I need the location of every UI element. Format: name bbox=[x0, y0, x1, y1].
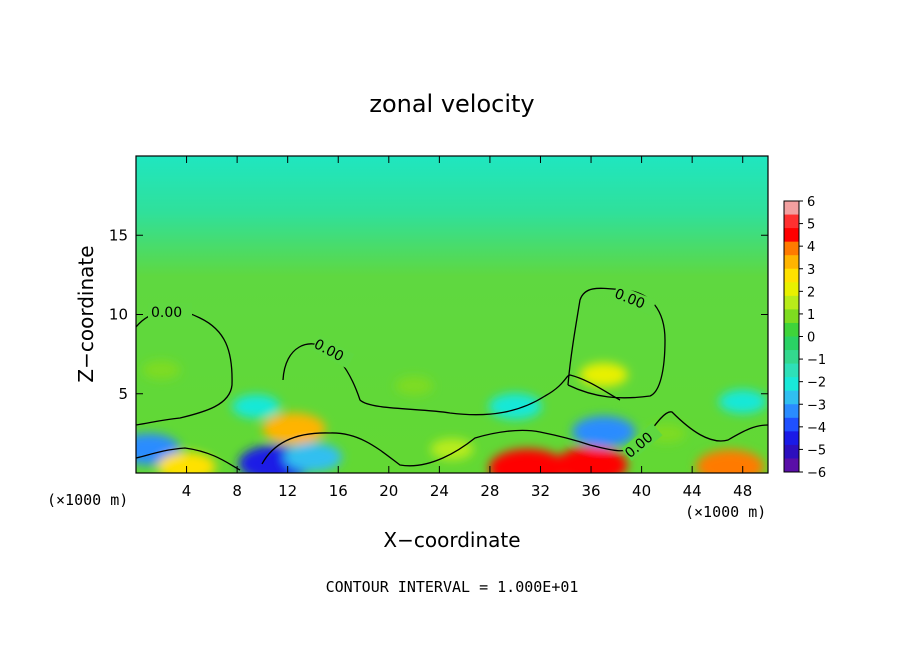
y-tick-label-15: 15 bbox=[109, 226, 128, 244]
colorbar-label-6: 1 bbox=[807, 308, 815, 323]
colorbar-label-9: −2 bbox=[807, 376, 826, 391]
contour-interval-footer: CONTOUR INTERVAL = 1.000E+01 bbox=[326, 578, 579, 596]
anomaly-13 bbox=[232, 394, 281, 419]
x-tick-label-48: 48 bbox=[733, 482, 752, 500]
x-tick-label-36: 36 bbox=[581, 482, 600, 500]
colorbar-label-13: −6 bbox=[807, 466, 826, 481]
y-axis: 5 10 15 bbox=[109, 226, 768, 403]
x-tick-label-20: 20 bbox=[379, 482, 398, 500]
colorbar-label-8: −1 bbox=[807, 353, 826, 368]
anomaly-14 bbox=[395, 376, 434, 396]
x-tick-label-16: 16 bbox=[329, 482, 348, 500]
heatmap-anomalies bbox=[136, 360, 767, 473]
colorbar-label-2: 5 bbox=[807, 218, 815, 233]
colorbar-swatch-12 bbox=[784, 350, 799, 365]
x-tick-label-8: 8 bbox=[232, 482, 242, 500]
colorbar: 6 5 4 3 2 1 0 −1 −2 −3 −4 −5 −6 bbox=[783, 195, 826, 481]
colorbar-label-1: 6 bbox=[807, 195, 815, 210]
colorbar-swatch-15 bbox=[784, 390, 799, 405]
colorbar-swatch-18 bbox=[784, 431, 799, 446]
colorbar-label-7: 0 bbox=[807, 331, 815, 346]
colorbar-swatch-2 bbox=[784, 214, 799, 229]
y-axis-label: Z−coordinate bbox=[74, 245, 98, 382]
colorbar-label-11: −4 bbox=[807, 421, 826, 436]
colorbar-swatch-4 bbox=[784, 241, 799, 256]
colorbar-swatch-16 bbox=[784, 404, 799, 419]
x-tick-label-24: 24 bbox=[430, 482, 449, 500]
colorbar-swatch-6 bbox=[784, 268, 799, 283]
colorbar-swatch-3 bbox=[784, 228, 799, 243]
colorbar-swatch-7 bbox=[784, 282, 799, 297]
anomaly-11 bbox=[696, 449, 765, 473]
colorbar-label-5: 2 bbox=[807, 285, 815, 300]
colorbar-label-10: −3 bbox=[807, 398, 826, 413]
colorbar-swatch-17 bbox=[784, 417, 799, 432]
chart-title: zonal velocity bbox=[369, 90, 534, 118]
colorbar-swatch-1 bbox=[784, 201, 799, 216]
y-tick-label-5: 5 bbox=[118, 385, 128, 403]
x-tick-label-40: 40 bbox=[632, 482, 651, 500]
colorbar-swatch-14 bbox=[784, 377, 799, 392]
anomaly-2 bbox=[579, 362, 628, 387]
anomaly-10 bbox=[554, 446, 628, 473]
x-axis-label: X−coordinate bbox=[383, 528, 520, 552]
x-tick-label-12: 12 bbox=[278, 482, 297, 500]
colorbar-label-4: 3 bbox=[807, 263, 815, 278]
x-unit-right: (×1000 m) bbox=[685, 503, 766, 521]
x-tick-label-28: 28 bbox=[480, 482, 499, 500]
anomaly-16 bbox=[430, 438, 474, 460]
x-tick-label-4: 4 bbox=[182, 482, 192, 500]
colorbar-swatch-19 bbox=[784, 444, 799, 459]
anomaly-1 bbox=[262, 412, 326, 445]
colorbar-swatch-11 bbox=[784, 336, 799, 351]
heatmap-background bbox=[136, 156, 768, 473]
contour-zero-lower bbox=[136, 411, 768, 471]
anomaly-8 bbox=[283, 442, 342, 472]
x-tick-label-44: 44 bbox=[683, 482, 702, 500]
colorbar-swatch-5 bbox=[784, 255, 799, 270]
colorbar-swatch-9 bbox=[784, 309, 799, 324]
anomaly-9 bbox=[488, 448, 567, 473]
anomaly-12 bbox=[718, 389, 767, 414]
x-tick-label-32: 32 bbox=[531, 482, 550, 500]
x-axis: 4 8 12 16 20 24 28 32 36 40 44 48 bbox=[182, 156, 752, 500]
colorbar-label-12: −5 bbox=[807, 443, 826, 458]
colorbar-swatch-8 bbox=[784, 295, 799, 310]
anomaly-4 bbox=[572, 416, 636, 448]
heatmap-field: 0.00 0.00 0.00 0.00 bbox=[136, 156, 768, 473]
colorbar-swatch-20 bbox=[784, 458, 799, 473]
anomaly-3 bbox=[142, 360, 181, 380]
y-tick-label-10: 10 bbox=[109, 306, 128, 324]
anomaly-17 bbox=[157, 452, 216, 473]
colorbar-label-3: 4 bbox=[807, 240, 815, 255]
contour-label-1: 0.00 bbox=[151, 305, 182, 321]
colorbar-swatch-10 bbox=[784, 322, 799, 337]
anomaly-5 bbox=[488, 393, 542, 420]
colorbar-swatch-13 bbox=[784, 363, 799, 378]
x-unit-left: (×1000 m) bbox=[47, 491, 128, 509]
